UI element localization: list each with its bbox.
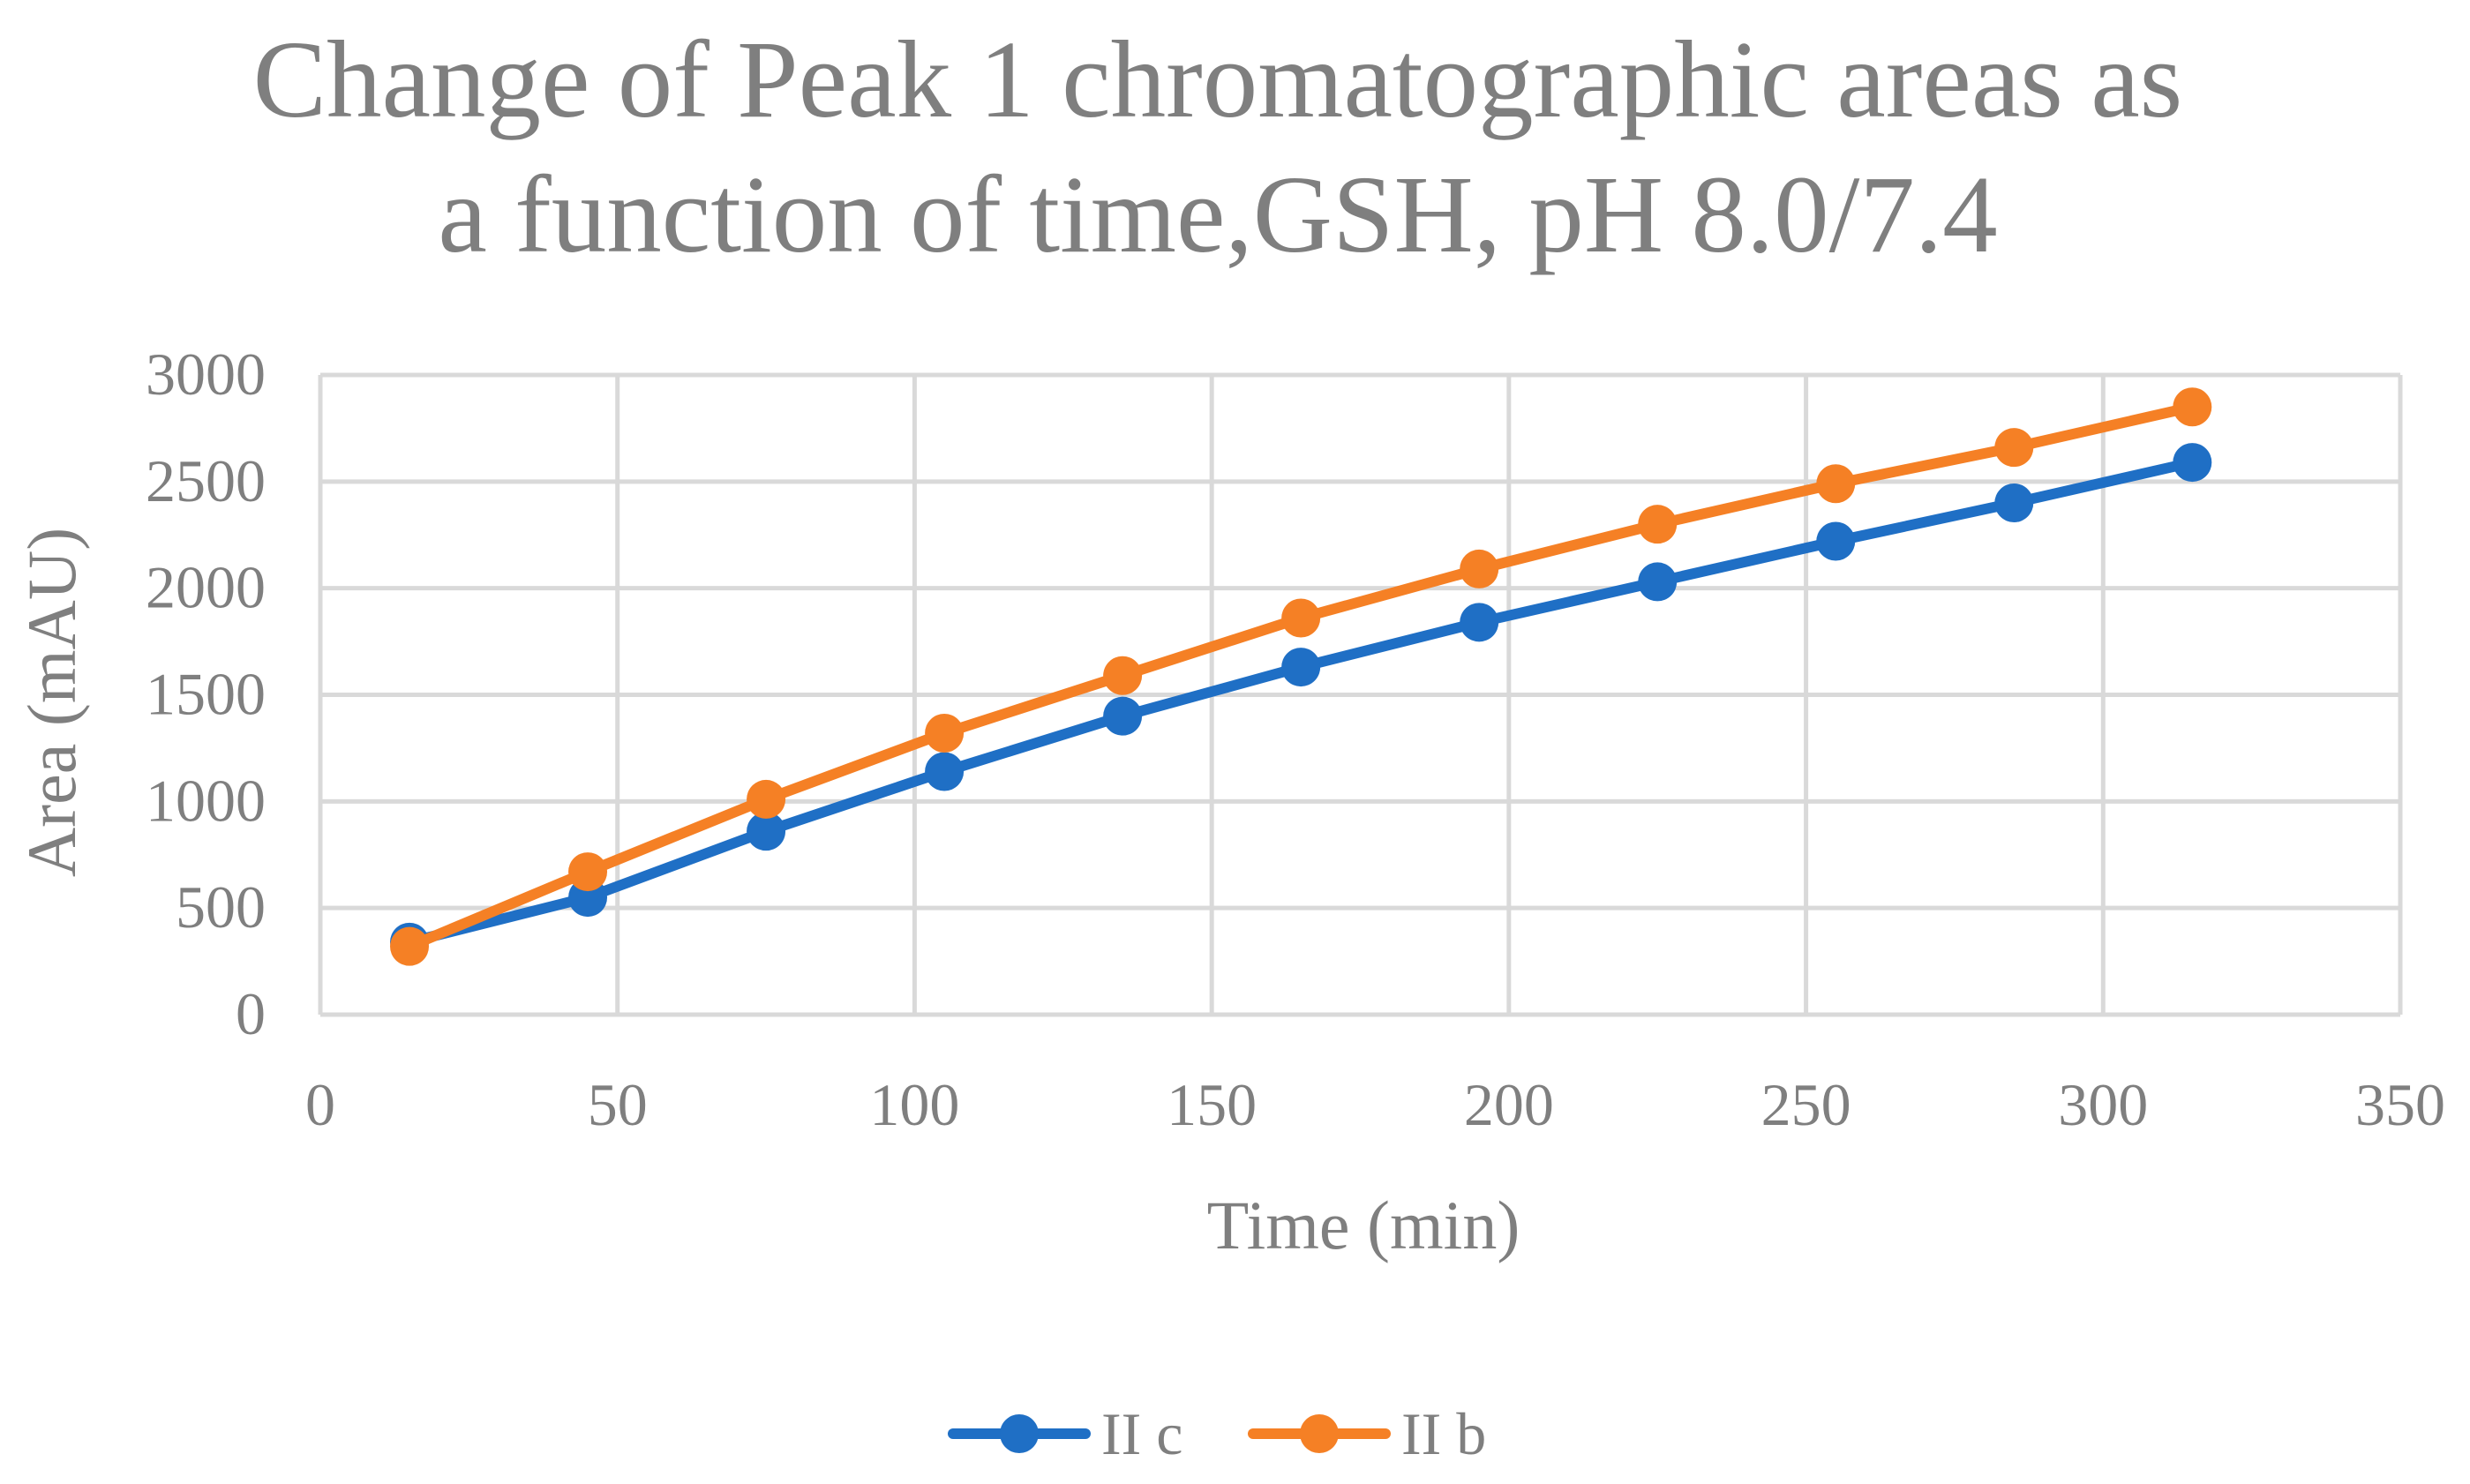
data-point (1994, 483, 2034, 522)
x-axis-title: Time (min) (1207, 1187, 1520, 1263)
series-ii-b (390, 387, 2212, 966)
legend-item: II b (1248, 1400, 1486, 1467)
data-point (925, 714, 965, 753)
x-tick-label: 200 (1464, 1071, 1554, 1138)
legend-label: II b (1401, 1400, 1486, 1467)
x-tick-label: 100 (869, 1071, 959, 1138)
data-point (1816, 521, 1856, 561)
y-tick-label: 3000 (146, 341, 266, 408)
grid (318, 372, 2403, 1017)
data-point (1281, 648, 1321, 687)
data-point (1460, 549, 1499, 588)
legend-swatch-marker (1300, 1414, 1339, 1453)
x-tick-label: 150 (1167, 1071, 1257, 1138)
y-tick-label: 500 (176, 873, 266, 941)
x-tick-label: 250 (1761, 1071, 1851, 1138)
x-tick-label: 350 (2355, 1071, 2445, 1138)
data-point (2173, 387, 2212, 427)
data-point (1638, 505, 1678, 544)
legend-label: II c (1101, 1400, 1182, 1467)
y-tick-label: 0 (236, 980, 266, 1047)
legend-swatch-marker (1000, 1414, 1039, 1453)
y-axis-title: Area (mAU) (13, 528, 90, 877)
chart-title-line-1: Change of Peak 1 chromatographic areas a… (253, 19, 2183, 141)
data-point (568, 852, 608, 892)
data-point (925, 752, 965, 791)
y-tick-label: 1500 (146, 661, 266, 728)
series (390, 387, 2212, 966)
x-tick-label: 50 (588, 1071, 648, 1138)
data-point (1103, 696, 1143, 736)
data-point (747, 779, 786, 819)
data-point (1103, 656, 1143, 695)
x-tick-label: 0 (305, 1071, 335, 1138)
legend-item: II c (948, 1400, 1182, 1467)
legend: II c II b (948, 1400, 1486, 1467)
chart-title-line-2: a function of time,GSH, pH 8.0/7.4 (438, 154, 1997, 276)
data-point (1816, 464, 1856, 504)
data-point (1281, 598, 1321, 638)
data-point (2173, 443, 2212, 483)
series-ii-c (390, 443, 2212, 962)
y-tick-label: 1000 (146, 767, 266, 834)
y-tick-label: 2000 (146, 554, 266, 621)
data-point (390, 926, 430, 966)
data-point (1460, 603, 1499, 642)
data-point (747, 812, 786, 851)
x-tick-label: 300 (2058, 1071, 2148, 1138)
series-line (404, 457, 2198, 948)
data-point (1994, 428, 2034, 468)
data-point (1638, 562, 1678, 602)
axis-ticks: 0 500 1000 1500 2000 2500 3000 0 50 100 150 200 250 3… (146, 341, 2445, 1138)
y-tick-label: 2500 (146, 447, 266, 514)
